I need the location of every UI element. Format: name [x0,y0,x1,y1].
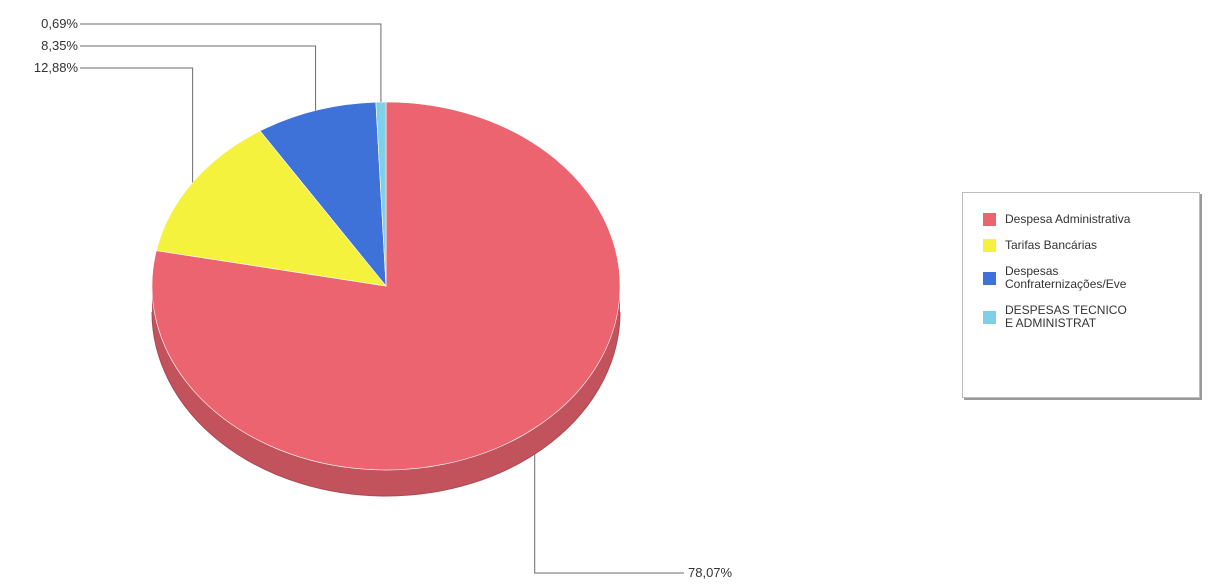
pie-slice-despesas-confraternizacoes-eve [259,101,387,287]
percent-label-despesas-confraternizacoes-eve: 8,35% [41,38,78,53]
leader-line-despesas-tecnico-e-administrat [80,23,382,103]
legend-label: Despesa Administrativa [1005,212,1131,226]
legend-swatch [983,310,996,324]
legend-swatch [983,239,996,252]
leader-line-despesas-confraternizacoes-eve [80,45,317,111]
pie-leader-lines [80,23,684,574]
pie-depth-side [151,286,621,497]
legend: Despesa Administrativa Tarifas Bancárias… [962,192,1200,398]
leader-line-despesa-administrativa [534,454,684,574]
leader-line-tarifas-bancarias [80,67,194,183]
pie-slices [151,101,621,471]
legend-item: DESPESAS TECNICO E ADMINISTRAT [983,304,1191,330]
pie-percent-labels: 78,07% 12,88% 8,35% 0,69% [34,16,733,580]
legend-label: Tarifas Bancárias [1005,238,1098,252]
pie-side-edge [151,311,621,497]
legend-item: Despesa Administrativa [983,213,1191,226]
legend-swatch [983,271,996,285]
percent-label-despesas-tecnico-e-administrat: 0,69% [41,16,78,31]
legend-item: Tarifas Bancárias [983,239,1191,252]
pie-slice-tarifas-bancarias [155,130,387,287]
legend-item: Despesas Confraternizações/Eve [983,265,1191,291]
legend-label: DESPESAS TECNICO E ADMINISTRAT [1005,303,1127,330]
legend-label: Despesas Confraternizações/Eve [1005,264,1127,291]
pie-slice-despesas-tecnico-e-administrat [375,101,387,287]
percent-label-tarifas-bancarias: 12,88% [34,60,79,75]
legend-swatch [983,213,996,226]
percent-label-despesa-administrativa: 78,07% [688,565,733,580]
